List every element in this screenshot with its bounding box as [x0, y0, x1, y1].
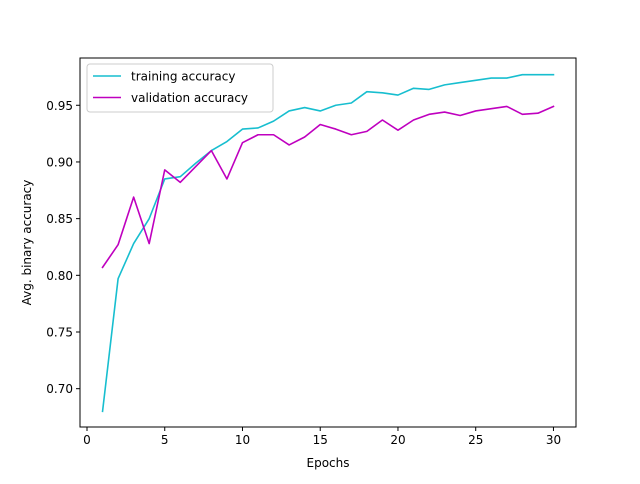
- y-tick-label: 0.90: [46, 155, 73, 169]
- y-tick-label: 0.85: [46, 212, 73, 226]
- x-tick-label: 30: [546, 433, 561, 447]
- legend: training accuracy validation accuracy: [86, 63, 274, 113]
- plot-frame: [79, 57, 577, 428]
- y-tick-label: 0.70: [46, 382, 73, 396]
- x-tick-label: 15: [313, 433, 328, 447]
- legend-label-training: training accuracy: [131, 70, 235, 84]
- legend-label-validation: validation accuracy: [131, 91, 248, 105]
- series-line-1: [101, 105, 555, 269]
- y-tick-label: 0.95: [46, 99, 73, 113]
- x-axis-ticks: 0 5 10 15 20 25 30: [83, 427, 561, 447]
- x-tick-label: 5: [161, 433, 169, 447]
- series-line-0: [101, 73, 555, 413]
- x-tick-label: 20: [390, 433, 405, 447]
- x-axis-label: Epochs: [307, 456, 350, 470]
- legend-box: [86, 63, 274, 113]
- y-axis-ticks: 0.70 0.75 0.80 0.85 0.90 0.95: [46, 99, 80, 396]
- x-tick-label: 25: [468, 433, 483, 447]
- y-axis-label: Avg. binary accuracy: [20, 180, 34, 306]
- series-lines: [101, 73, 555, 413]
- y-tick-label: 0.80: [46, 269, 73, 283]
- x-tick-label: 10: [235, 433, 250, 447]
- y-tick-label: 0.75: [46, 326, 73, 340]
- x-tick-label: 0: [83, 433, 91, 447]
